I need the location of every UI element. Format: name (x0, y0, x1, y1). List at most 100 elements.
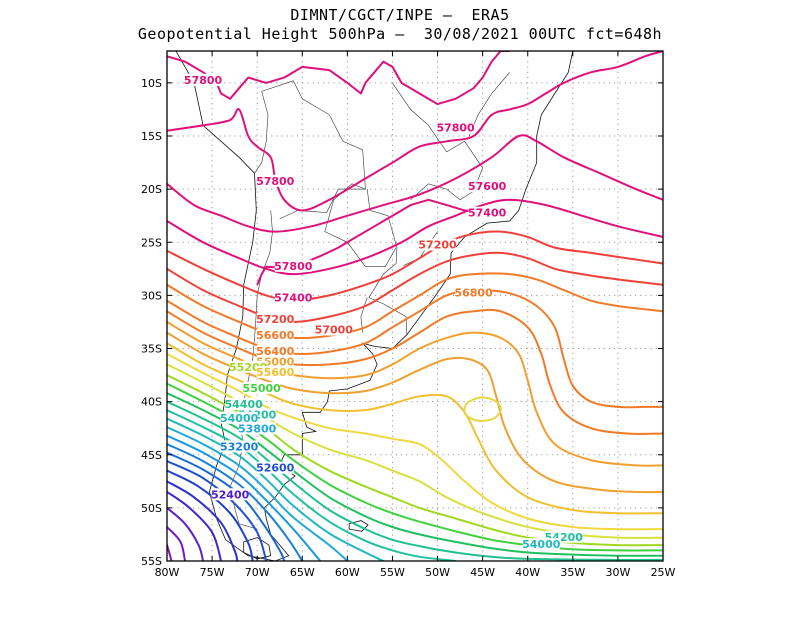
x-tick-label: 35W (560, 566, 585, 579)
contour-label-bg (256, 461, 294, 474)
contour-label-bg (419, 238, 457, 251)
contour-54400 (167, 409, 457, 561)
contour-labels: 57800 57800 57800 57600 57400 57800 57200 57400… (184, 73, 583, 551)
country-border (230, 0, 311, 24)
country-border (261, 80, 366, 220)
contour-label: 57800 (256, 175, 295, 188)
country-border (254, 91, 269, 174)
contour-53800 (167, 434, 322, 561)
y-tick-label: 30S (141, 289, 162, 302)
contour-57200 (167, 230, 663, 302)
contour-label: 52600 (256, 462, 295, 475)
x-tick-label: 60W (335, 566, 360, 579)
contour-label: 57400 (468, 207, 507, 220)
contour-label: 57800 (184, 74, 223, 87)
contour-lines (167, 51, 663, 561)
contour-label-bg (256, 312, 294, 325)
contour-53400 (167, 451, 286, 561)
contour-57800 (256, 198, 483, 286)
contour-label: 57200 (256, 313, 295, 326)
x-tick-label: 40W (515, 566, 540, 579)
contour-label: 54000 (522, 538, 561, 551)
contour-label-bg (211, 488, 249, 501)
y-tick-label: 35S (141, 343, 162, 356)
contour-52400 (167, 506, 205, 561)
x-tick-label: 55W (380, 566, 405, 579)
contour-label-bg (184, 73, 222, 86)
contour-label-bg (274, 291, 312, 304)
contour-label: 55000 (243, 382, 282, 395)
contour-label: 56800 (454, 286, 493, 299)
contour-57800 (167, 51, 510, 106)
contour-label-bg (468, 206, 506, 219)
x-tick-label: 65W (290, 566, 315, 579)
country-border (360, 297, 368, 333)
country-border (347, 0, 424, 30)
contour-57400 (167, 198, 663, 276)
contour-label-bg (238, 422, 276, 435)
contour-52800 (167, 480, 239, 561)
plot-frame (166, 50, 664, 562)
contour-57600 (167, 134, 663, 233)
coastline (175, 51, 276, 561)
chart-title-line-1: DIMNT/CGCT/INPE – ERA5 (290, 6, 510, 24)
contour-label: 54000 (220, 412, 259, 425)
axis-ticks: 80W 75W 70W 65W 60W 55W 50W 45W 40W 35W 30W 25W 10S 1… (141, 51, 676, 579)
country-border (324, 183, 397, 267)
contour-label: 57600 (468, 180, 507, 193)
contour-label-bg (220, 411, 258, 424)
contour-53600 (167, 443, 304, 561)
contour-label: 55600 (256, 366, 295, 379)
y-tick-label: 15S (141, 130, 162, 143)
contour-56800 (167, 272, 663, 340)
contour-52600 (167, 490, 223, 561)
contour-55400 (463, 396, 502, 422)
contour-label-bg (468, 180, 506, 193)
y-tick-label: 40S (141, 396, 162, 409)
y-tick-label: 25S (141, 236, 162, 249)
contour-57000 (167, 251, 663, 323)
chart-title-line-2: Geopotential Height 500hPa – 30/08/2021 … (137, 25, 663, 43)
contour-label: 52400 (211, 488, 250, 501)
contour-53000 (167, 469, 254, 561)
contour-label-bg (256, 366, 294, 379)
contour-54200 (167, 417, 385, 561)
contour-label: 57800 (274, 260, 313, 273)
contour-56000 (167, 331, 663, 494)
contour-label-bg (315, 323, 353, 336)
contour-57800 (167, 51, 663, 212)
x-tick-label: 50W (425, 566, 450, 579)
country-border (468, 72, 510, 137)
x-tick-label: 70W (245, 566, 270, 579)
x-tick-label: 75W (200, 566, 225, 579)
x-tick-label: 80W (155, 566, 180, 579)
contour-label-bg (256, 344, 294, 357)
y-tick-label: 55S (141, 555, 162, 568)
island-outline (243, 537, 272, 560)
country-border (392, 82, 483, 201)
contour-label-bg (437, 121, 475, 134)
contour-54000 (167, 426, 349, 561)
contour-label: 57800 (436, 122, 475, 135)
y-tick-label: 20S (141, 183, 162, 196)
contour-label: 57200 (418, 239, 457, 252)
contour-53200 (167, 460, 268, 561)
y-tick-label: 10S (141, 77, 162, 90)
contour-label: 53800 (238, 422, 277, 435)
contour-label: 56400 (256, 345, 295, 358)
contour-label-bg (256, 174, 294, 187)
contour-label: 53200 (220, 440, 259, 453)
contour-label-bg (274, 259, 312, 272)
grid-lines (167, 51, 663, 561)
contour-label-bg (522, 538, 560, 551)
y-tick-label: 45S (141, 449, 162, 462)
contour-54800 (167, 392, 663, 557)
x-tick-label: 25W (651, 566, 676, 579)
contour-label: 57400 (274, 292, 313, 305)
contour-label-bg (256, 328, 294, 341)
contour-label-bg (220, 440, 258, 453)
contour-label-bg (455, 286, 493, 299)
contour-52200 (167, 526, 186, 561)
contour-label: 54400 (225, 398, 264, 411)
